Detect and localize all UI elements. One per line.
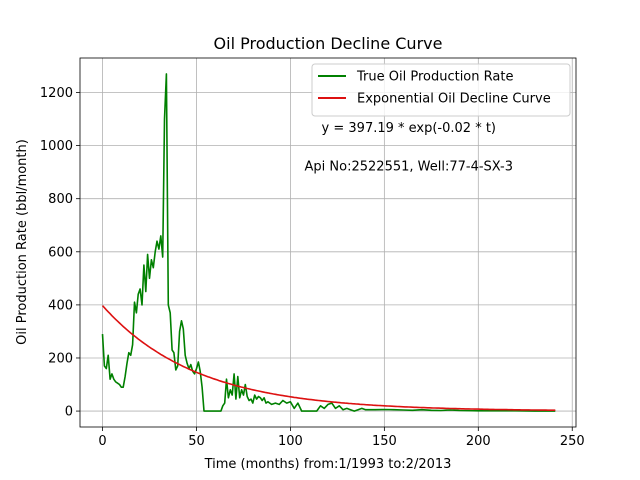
- series-true-oil-production-rate: [101, 73, 556, 412]
- y-axis-label: Oil Production Rate (bbl/month): [15, 139, 30, 345]
- y-tick-label: 200: [48, 351, 73, 366]
- y-tick-label: 400: [48, 298, 73, 313]
- y-tick-label: 600: [48, 245, 73, 260]
- x-tick-label: 200: [466, 434, 491, 449]
- y-ticks: 0 200 400 600 800 1000 1200: [40, 86, 80, 420]
- x-axis-label: Time (months) from:1/1993 to:2/2013: [204, 457, 452, 472]
- legend-box: [311, 63, 571, 117]
- y-tick-label: 0: [65, 405, 73, 420]
- x-tick-label: 50: [188, 434, 205, 449]
- x-tick-label: 100: [278, 434, 303, 449]
- y-tick-label: 1200: [40, 86, 73, 101]
- series-exponential-oil-decline-curve: [101, 305, 556, 412]
- annotation-text: y = 397.19 * exp(-0.02 * t): [322, 121, 496, 136]
- annotations: y = 397.19 * exp(-0.02 * t) Api No:252255…: [305, 121, 513, 174]
- chart-title: Oil Production Decline Curve: [214, 34, 443, 53]
- x-tick-label: 250: [560, 434, 585, 449]
- plot-frame: [79, 57, 577, 428]
- x-ticks: 0 50 100 150 200 250: [98, 427, 585, 449]
- legend-label-true-rate: True Oil Production Rate: [356, 70, 513, 85]
- plot-lines: [101, 73, 556, 412]
- y-tick-label: 1000: [40, 139, 73, 154]
- annotation-text: Api No:2522551, Well:77-4-SX-3: [305, 159, 513, 174]
- y-tick-label: 800: [48, 192, 73, 207]
- x-tick-label: 0: [98, 434, 106, 449]
- x-tick-label: 150: [372, 434, 397, 449]
- legend-label-exponential: Exponential Oil Decline Curve: [357, 92, 551, 107]
- legend: True Oil Production Rate Exponential Oil…: [311, 63, 571, 117]
